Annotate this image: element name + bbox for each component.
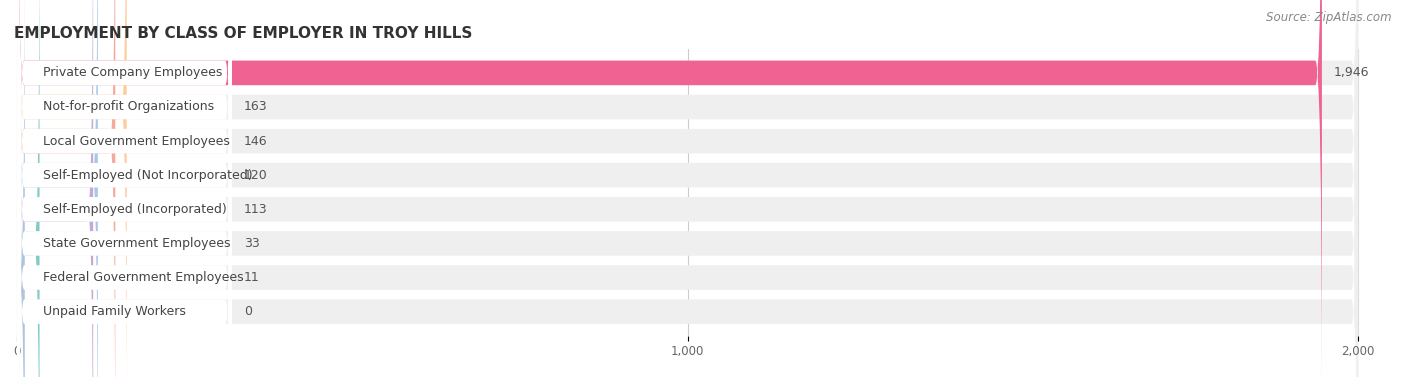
Text: Source: ZipAtlas.com: Source: ZipAtlas.com	[1267, 11, 1392, 24]
FancyBboxPatch shape	[17, 0, 232, 377]
Text: Self-Employed (Incorporated): Self-Employed (Incorporated)	[44, 203, 226, 216]
Text: EMPLOYMENT BY CLASS OF EMPLOYER IN TROY HILLS: EMPLOYMENT BY CLASS OF EMPLOYER IN TROY …	[14, 26, 472, 41]
Text: Unpaid Family Workers: Unpaid Family Workers	[44, 305, 186, 318]
FancyBboxPatch shape	[17, 0, 232, 377]
Text: State Government Employees: State Government Employees	[44, 237, 231, 250]
Text: Not-for-profit Organizations: Not-for-profit Organizations	[44, 101, 214, 113]
FancyBboxPatch shape	[17, 0, 1358, 377]
FancyBboxPatch shape	[17, 0, 1358, 377]
FancyBboxPatch shape	[17, 0, 232, 377]
Text: 120: 120	[245, 169, 267, 182]
FancyBboxPatch shape	[17, 0, 1358, 377]
FancyBboxPatch shape	[17, 0, 1358, 377]
FancyBboxPatch shape	[17, 0, 1322, 377]
FancyBboxPatch shape	[17, 0, 1358, 377]
Text: 0: 0	[245, 305, 252, 318]
Text: 113: 113	[245, 203, 267, 216]
Text: Federal Government Employees: Federal Government Employees	[44, 271, 243, 284]
Text: Private Company Employees: Private Company Employees	[44, 66, 222, 80]
FancyBboxPatch shape	[17, 0, 1358, 377]
Text: 146: 146	[245, 135, 267, 148]
FancyBboxPatch shape	[17, 0, 232, 377]
Text: 1,946: 1,946	[1334, 66, 1369, 80]
FancyBboxPatch shape	[17, 0, 232, 377]
FancyBboxPatch shape	[17, 0, 232, 377]
Text: 33: 33	[245, 237, 260, 250]
FancyBboxPatch shape	[17, 0, 98, 377]
FancyBboxPatch shape	[17, 0, 93, 377]
FancyBboxPatch shape	[17, 0, 39, 377]
Text: 163: 163	[245, 101, 267, 113]
FancyBboxPatch shape	[17, 0, 1358, 377]
FancyBboxPatch shape	[17, 0, 127, 377]
FancyBboxPatch shape	[17, 0, 232, 377]
FancyBboxPatch shape	[17, 0, 1358, 377]
FancyBboxPatch shape	[17, 0, 25, 377]
Text: Local Government Employees: Local Government Employees	[44, 135, 231, 148]
Text: Self-Employed (Not Incorporated): Self-Employed (Not Incorporated)	[44, 169, 253, 182]
FancyBboxPatch shape	[17, 0, 115, 377]
Text: 11: 11	[245, 271, 260, 284]
FancyBboxPatch shape	[17, 0, 232, 377]
